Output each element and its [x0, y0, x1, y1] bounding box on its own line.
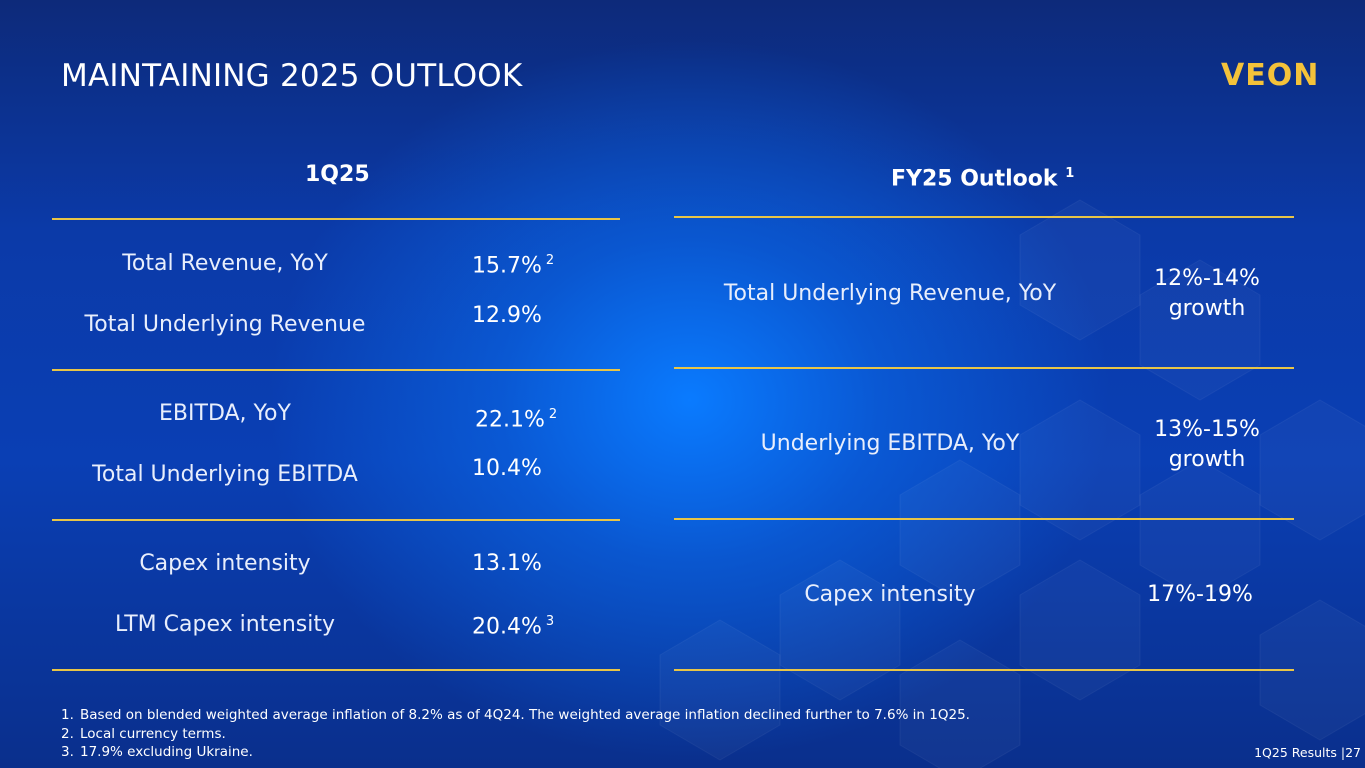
divider — [674, 669, 1294, 671]
outlook-value: 13%-15% growth — [1154, 417, 1260, 472]
footnote: 2. Local currency terms. — [61, 725, 226, 742]
divider — [52, 669, 620, 671]
right-column-header: FY25 Outlook 1 — [891, 166, 1075, 192]
outlook-label: Capex intensity — [804, 582, 976, 607]
outlook-value: 17%-19% — [1147, 582, 1253, 607]
metric-label: LTM Capex intensity — [115, 612, 335, 637]
outlook-label: Underlying EBITDA, YoY — [760, 431, 1020, 456]
metric-label: Total Underlying EBITDA — [92, 462, 358, 487]
left-column-header: 1Q25 — [305, 162, 370, 187]
metric-label: Total Revenue, YoY — [122, 251, 328, 276]
divider — [674, 518, 1294, 520]
veon-logo: VEON — [1221, 58, 1320, 93]
divider — [52, 218, 620, 220]
divider — [52, 369, 620, 371]
footnote-ref: 2 — [545, 253, 555, 268]
footnote-ref: 2 — [548, 407, 558, 422]
metric-label: Capex intensity — [139, 551, 311, 576]
footnote: 3. 17.9% excluding Ukraine. — [61, 744, 253, 760]
outlook-value: 12%-14% growth — [1154, 266, 1260, 321]
metric-value: 20.4% 3 — [472, 614, 555, 640]
metric-label: Total Underlying Revenue — [84, 312, 366, 337]
page-reference: 1Q25 Results |27 — [1254, 745, 1361, 760]
divider — [674, 367, 1294, 369]
metric-value: 13.1% — [472, 551, 542, 576]
footnote-ref: 1 — [1065, 166, 1075, 181]
footnotes: 1. Based on blended weighted average infl… — [61, 706, 970, 762]
metric-value: 22.1% 2 — [475, 407, 558, 433]
page-title: MAINTAINING 2025 OUTLOOK — [61, 58, 523, 94]
divider — [52, 519, 620, 521]
metric-label: EBITDA, YoY — [159, 401, 291, 426]
outlook-label: Total Underlying Revenue, YoY — [723, 281, 1057, 306]
metric-value: 15.7% 2 — [472, 253, 555, 279]
footnote-ref: 3 — [545, 614, 555, 629]
metric-value: 10.4% — [472, 456, 542, 481]
footnote: 1. Based on blended weighted average infl… — [61, 707, 970, 723]
divider — [674, 216, 1294, 218]
metric-value: 12.9% — [472, 303, 542, 328]
